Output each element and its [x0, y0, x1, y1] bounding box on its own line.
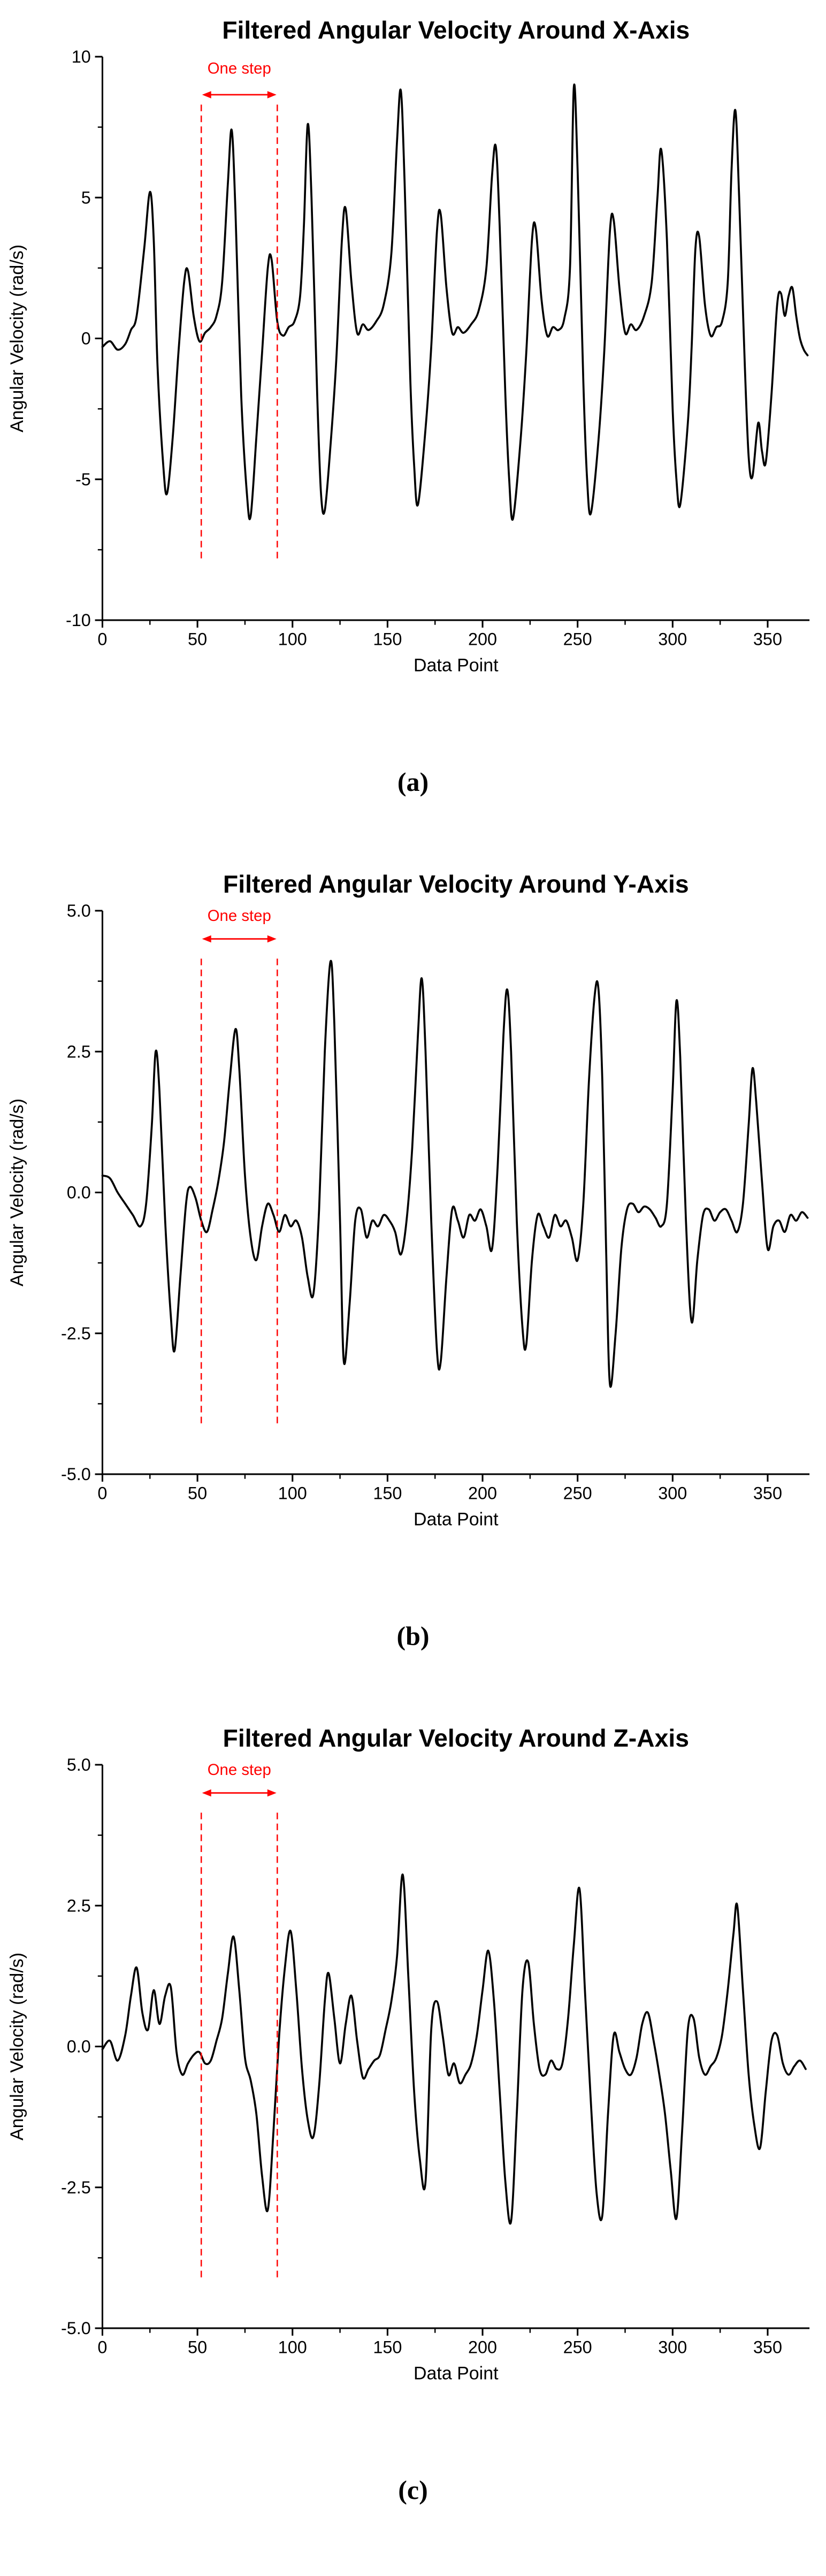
x-axis-label: Data Point [414, 656, 499, 676]
axes [101, 1764, 810, 2329]
arrowhead-right-icon [267, 1789, 277, 1797]
chart-x-axis: Filtered Angular Velocity Around X-Axis 0… [7, 16, 810, 676]
x-tick-label: 150 [373, 629, 402, 649]
y-tick-label: -10 [66, 611, 91, 630]
arrowhead-left-icon [202, 935, 211, 943]
y-tick-label: 5.0 [67, 901, 91, 920]
x-tick-label: 350 [753, 629, 782, 649]
x-tick-label: 300 [658, 2337, 687, 2357]
y-tick-label: -5.0 [61, 1465, 91, 1484]
chart-title: Filtered Angular Velocity Around Z-Axis [223, 1724, 689, 1752]
x-tick-label: 350 [753, 2337, 782, 2357]
y-tick-label: 2.5 [67, 1896, 91, 1915]
one-step-label: One step [208, 907, 271, 925]
x-tick-label: 100 [278, 2337, 307, 2357]
x-tick-label: 300 [658, 1483, 687, 1503]
arrowhead-left-icon [202, 91, 211, 98]
chart-y-axis: Filtered Angular Velocity Around Y-Axis 0… [7, 870, 810, 1530]
y-tick-label: -5.0 [61, 2319, 91, 2338]
figure-b: Filtered Angular Velocity Around Y-Axis 0… [0, 859, 826, 1651]
figure-caption-a: (a) [397, 767, 429, 797]
x-tick-label: 0 [97, 1483, 107, 1503]
y-axis-label: Angular Velocity (rad/s) [7, 245, 27, 432]
x-tick-label: 250 [563, 629, 592, 649]
x-tick-label: 0 [97, 629, 107, 649]
y-tick-label: -2.5 [61, 1324, 91, 1343]
chart-z-axis: Filtered Angular Velocity Around Z-Axis 0… [7, 1724, 810, 2384]
one-step-label: One step [208, 1761, 271, 1779]
x-tick-label: 150 [373, 1483, 402, 1503]
arrowhead-left-icon [202, 1789, 211, 1797]
x-tick-label: 100 [278, 1483, 307, 1503]
axes [101, 56, 810, 621]
y-axis-label: Angular Velocity (rad/s) [7, 1099, 27, 1286]
figure-caption-b: (b) [396, 1621, 430, 1651]
figure-caption-c: (c) [398, 2475, 428, 2505]
y-tick-label: 0.0 [67, 2037, 91, 2056]
y-tick-label: 10 [72, 47, 91, 66]
x-tick-label: 150 [373, 2337, 402, 2357]
x-axis-label: Data Point [414, 2364, 499, 2384]
chart-title: Filtered Angular Velocity Around X-Axis [222, 16, 690, 44]
x-tick-label: 0 [97, 2337, 107, 2357]
figure-c: Filtered Angular Velocity Around Z-Axis 0… [0, 1713, 826, 2505]
document: Filtered Angular Velocity Around X-Axis 0… [0, 5, 826, 2505]
y-axis-label: Angular Velocity (rad/s) [7, 1953, 27, 2140]
x-tick-label: 100 [278, 629, 307, 649]
y-tick-label: 2.5 [67, 1042, 91, 1061]
figure-a: Filtered Angular Velocity Around X-Axis 0… [0, 5, 826, 797]
axes [101, 910, 810, 1475]
arrowhead-right-icon [267, 935, 277, 943]
y-tick-label: 5.0 [67, 1755, 91, 1774]
x-axis-label: Data Point [414, 1510, 499, 1530]
chart-title: Filtered Angular Velocity Around Y-Axis [223, 870, 689, 898]
y-tick-label: -5 [75, 470, 91, 489]
x-tick-label: 350 [753, 1483, 782, 1503]
x-tick-label: 200 [468, 1483, 497, 1503]
one-step-label: One step [208, 60, 271, 78]
x-tick-label: 250 [563, 1483, 592, 1503]
y-tick-label: 0.0 [67, 1183, 91, 1202]
page: { "page": { "background": "#ffffff", "te… [0, 5, 826, 2505]
x-tick-label: 50 [188, 629, 207, 649]
series-line [101, 959, 809, 1388]
x-tick-label: 200 [468, 629, 497, 649]
x-tick-label: 50 [188, 2337, 207, 2357]
series-line [101, 1873, 807, 2225]
x-tick-label: 250 [563, 2337, 592, 2357]
y-tick-label: 0 [81, 329, 91, 348]
series-line [101, 83, 809, 521]
y-tick-label: -2.5 [61, 2178, 91, 2197]
x-tick-label: 50 [188, 1483, 207, 1503]
y-tick-label: 5 [81, 188, 91, 207]
x-tick-label: 200 [468, 2337, 497, 2357]
arrowhead-right-icon [267, 91, 277, 98]
x-tick-label: 300 [658, 629, 687, 649]
